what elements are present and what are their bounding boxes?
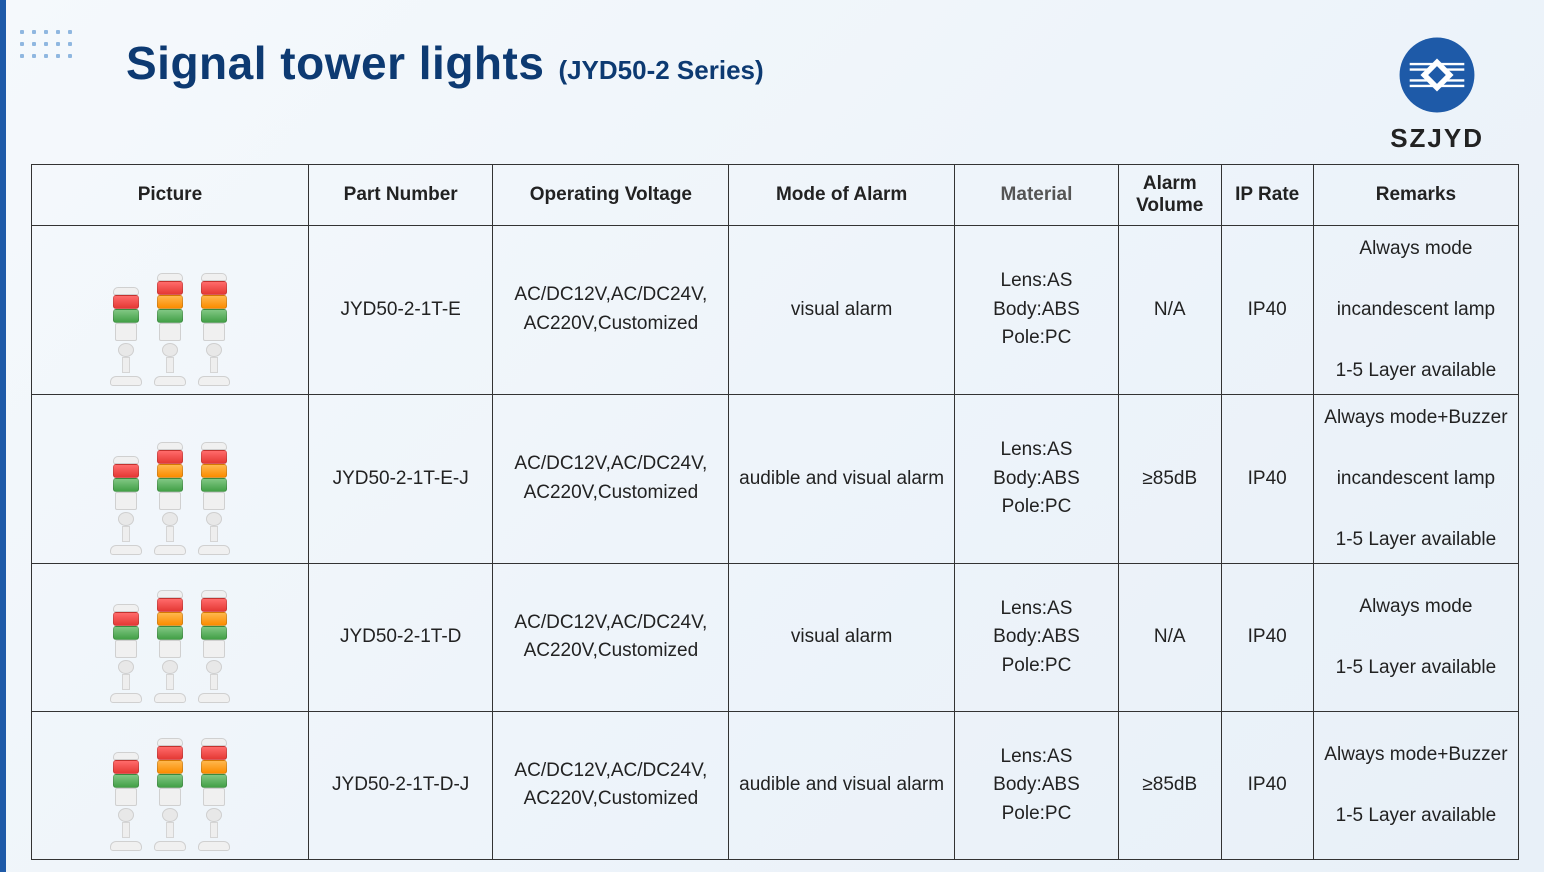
signal-tower-icon	[154, 442, 186, 555]
decorative-dots	[20, 30, 74, 60]
signal-tower-icon	[154, 590, 186, 703]
cell-partnum: JYD50-2-1T-E-J	[308, 394, 493, 563]
signal-tower-icon	[198, 273, 230, 386]
cell-mode: audible and visual alarm	[729, 711, 955, 859]
col-voltage: Operating Voltage	[493, 165, 729, 226]
cell-voltage: AC/DC12V,AC/DC24V, AC220V,Customized	[493, 226, 729, 395]
cell-material: Lens:AS Body:ABS Pole:PC	[954, 394, 1118, 563]
cell-material: Lens:AS Body:ABS Pole:PC	[954, 226, 1118, 395]
cell-picture	[32, 563, 309, 711]
brand-logo: SZJYD	[1390, 36, 1484, 154]
cell-mode: visual alarm	[729, 226, 955, 395]
table-row: JYD50-2-1T-D-JAC/DC12V,AC/DC24V, AC220V,…	[32, 711, 1519, 859]
signal-tower-icon	[154, 738, 186, 851]
cell-iprate: IP40	[1221, 394, 1313, 563]
cell-picture	[32, 711, 309, 859]
table-row: JYD50-2-1T-EAC/DC12V,AC/DC24V, AC220V,Cu…	[32, 226, 1519, 395]
signal-tower-icon	[198, 590, 230, 703]
cell-material: Lens:AS Body:ABS Pole:PC	[954, 711, 1118, 859]
cell-alarmvol: N/A	[1119, 563, 1222, 711]
cell-iprate: IP40	[1221, 711, 1313, 859]
logo-text: SZJYD	[1390, 123, 1484, 154]
cell-partnum: JYD50-2-1T-D	[308, 563, 493, 711]
col-partnum: Part Number	[308, 165, 493, 226]
cell-material: Lens:AS Body:ABS Pole:PC	[954, 563, 1118, 711]
page-header: Signal tower lights (JYD50-2 Series) SZJ…	[6, 0, 1544, 164]
cell-alarmvol: N/A	[1119, 226, 1222, 395]
cell-voltage: AC/DC12V,AC/DC24V, AC220V,Customized	[493, 394, 729, 563]
signal-tower-icon	[198, 738, 230, 851]
signal-tower-icon	[110, 456, 142, 555]
cell-partnum: JYD50-2-1T-E	[308, 226, 493, 395]
signal-tower-icon	[110, 604, 142, 703]
col-material: Material	[954, 165, 1118, 226]
signal-tower-icon	[110, 287, 142, 386]
signal-tower-icon	[154, 273, 186, 386]
spec-table: Picture Part Number Operating Voltage Mo…	[31, 164, 1519, 860]
cell-mode: audible and visual alarm	[729, 394, 955, 563]
cell-picture	[32, 394, 309, 563]
spec-table-wrap: Picture Part Number Operating Voltage Mo…	[6, 164, 1544, 860]
table-row: JYD50-2-1T-DAC/DC12V,AC/DC24V, AC220V,Cu…	[32, 563, 1519, 711]
signal-tower-icon	[110, 752, 142, 851]
cell-voltage: AC/DC12V,AC/DC24V, AC220V,Customized	[493, 711, 729, 859]
cell-remarks: Always mode incandescent lamp 1-5 Layer …	[1313, 226, 1518, 395]
product-picture	[38, 720, 302, 851]
title-main: Signal tower lights	[126, 36, 544, 90]
signal-tower-icon	[198, 442, 230, 555]
cell-alarmvol: ≥85dB	[1119, 394, 1222, 563]
logo-icon	[1398, 36, 1476, 114]
table-header-row: Picture Part Number Operating Voltage Mo…	[32, 165, 1519, 226]
col-picture: Picture	[32, 165, 309, 226]
cell-remarks: Always mode 1-5 Layer available	[1313, 563, 1518, 711]
col-iprate: IP Rate	[1221, 165, 1313, 226]
table-row: JYD50-2-1T-E-JAC/DC12V,AC/DC24V, AC220V,…	[32, 394, 1519, 563]
cell-remarks: Always mode+Buzzer incandescent lamp 1-5…	[1313, 394, 1518, 563]
title-sub: (JYD50-2 Series)	[558, 55, 763, 86]
cell-voltage: AC/DC12V,AC/DC24V, AC220V,Customized	[493, 563, 729, 711]
col-mode: Mode of Alarm	[729, 165, 955, 226]
cell-picture	[32, 226, 309, 395]
cell-partnum: JYD50-2-1T-D-J	[308, 711, 493, 859]
product-picture	[38, 403, 302, 555]
page-title: Signal tower lights (JYD50-2 Series)	[126, 36, 764, 90]
cell-mode: visual alarm	[729, 563, 955, 711]
product-picture	[38, 572, 302, 703]
product-picture	[38, 234, 302, 386]
cell-alarmvol: ≥85dB	[1119, 711, 1222, 859]
col-remarks: Remarks	[1313, 165, 1518, 226]
col-alarmvol: Alarm Volume	[1119, 165, 1222, 226]
cell-remarks: Always mode+Buzzer 1-5 Layer available	[1313, 711, 1518, 859]
cell-iprate: IP40	[1221, 563, 1313, 711]
cell-iprate: IP40	[1221, 226, 1313, 395]
